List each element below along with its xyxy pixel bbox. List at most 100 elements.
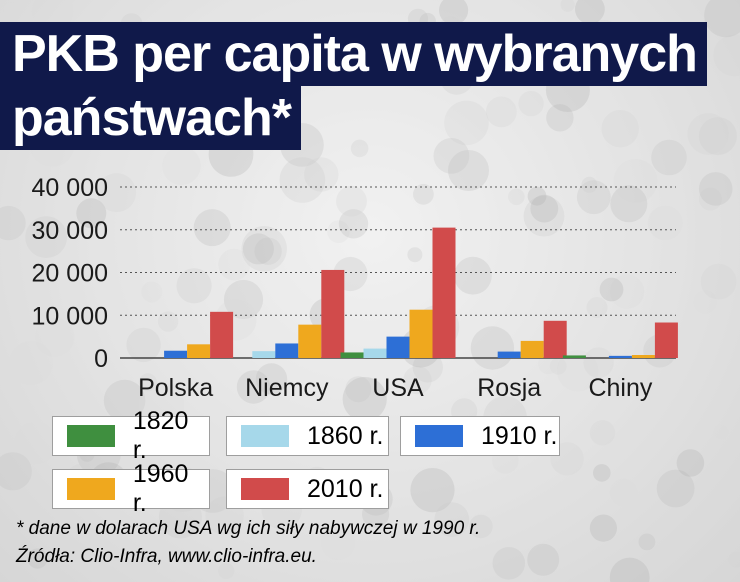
crowd-figure [162,146,201,185]
bar-rosja-2010 [543,320,567,358]
crowd-figure [530,194,559,223]
crowd-figure [469,514,493,539]
crowd-figure [485,96,517,128]
crowd-figure [336,185,367,217]
crowd-figure [647,205,683,241]
bar-usa-1960 [409,309,433,358]
crowd-figure [693,290,717,314]
crowd-figure [14,421,57,465]
legend-label-2010: 2010 r. [307,474,384,503]
crowd-figure [35,317,75,357]
bar-niemcy-2010 [321,269,345,358]
crowd-figure [320,525,356,561]
crowd-figure [0,452,32,491]
bar-usa-1820 [340,352,364,358]
crowd-figure [126,327,161,363]
crowd-figure [549,357,567,375]
crowd-figure [255,363,288,395]
crowd-figure [439,0,469,25]
crowd-figure [523,195,565,237]
crowd-figure [254,237,282,265]
crowd-figure [76,198,107,229]
bar-chiny-1960 [631,355,655,358]
crowd-figure [470,326,515,370]
bar-usa-2010 [432,227,456,358]
legend-label-1860: 1860 r. [307,421,384,450]
legend-item-1860: 1860 r. [226,416,389,456]
crowd-figure [700,263,737,300]
bar-chiny-2010 [654,322,678,358]
y-tick-label: 40 000 [32,174,108,202]
crowd-figure [698,117,737,156]
legend-label-1960: 1960 r. [132,460,189,517]
crowd-figure [236,370,271,404]
bar-polska-1960 [187,344,211,358]
bar-usa-1860 [363,348,387,358]
crowd-figure [141,281,163,303]
crowd-figure [338,209,369,239]
crowd-figure [527,186,547,206]
crowd-figure [412,352,443,383]
crowd-figure [704,0,740,38]
crowd-figure [454,256,492,295]
crowd-figure [407,247,423,263]
crowd-figure [518,90,544,117]
crowd-figure [698,172,733,206]
legend-item-1960: 1960 r. [52,460,210,517]
crowd-figure [27,548,48,569]
source-note: Źródła: Clio-Infra, www.clio-infra.eu. [16,546,317,567]
crowd-figure [242,233,274,265]
bar-chiny-1820 [562,355,586,358]
crowd-figure [138,373,157,392]
legend-item-2010: 2010 r. [226,469,389,509]
crowd-figure [25,216,68,258]
crowd-figure [651,139,687,176]
y-tick-label: 20 000 [32,260,108,288]
legend-label-1820: 1820 r. [132,407,189,464]
crowd-figure [538,353,559,375]
crowd-figure [139,382,185,428]
y-tick-label: 30 000 [32,217,108,245]
crowd-figure [593,464,611,482]
crowd-figure [345,376,372,403]
x-tick-label: USA [372,374,424,402]
title-line-2: państwach* [0,86,301,150]
crowd-figure [698,187,722,211]
bar-chiny-1910 [608,355,632,358]
crowd-figure [609,274,645,309]
crowd-figure [97,173,137,213]
crowd-figure [342,377,387,422]
crowd-figure [656,469,695,508]
legend-item-1820: 1820 r. [52,407,210,464]
crowd-figure [575,0,605,25]
crowd-figure [560,0,575,12]
crowd-figure [589,514,618,542]
crowd-figure [613,159,658,203]
title-line-1: PKB per capita w wybranych [0,22,707,86]
crowd-figure [241,226,287,272]
x-tick-label: Rosja [477,374,541,402]
bar-polska-1910 [164,350,188,358]
crowd-figure [601,110,639,148]
x-tick-label: Chiny [588,374,652,402]
crowd-figure [279,157,326,203]
crowd-figure [581,176,598,193]
y-tick-label: 10 000 [32,302,108,330]
crowd-figure [103,379,146,422]
crowd-figure [403,365,432,395]
legend-swatch-1960 [67,478,115,500]
crowd-figure [609,557,650,582]
crowd-figure [576,180,611,215]
crowd-figure [508,188,525,206]
crowd-figure [327,220,350,243]
legend-swatch-1820 [67,425,115,447]
crowd-figure [546,104,574,132]
bar-niemcy-1960 [298,324,322,358]
crowd-figure [589,420,616,446]
crowd-figure [0,205,26,241]
crowd-figure [583,347,614,378]
y-tick-label: 0 [94,345,108,373]
bar-niemcy-1910 [275,343,299,358]
legend-swatch-1860 [241,425,289,447]
